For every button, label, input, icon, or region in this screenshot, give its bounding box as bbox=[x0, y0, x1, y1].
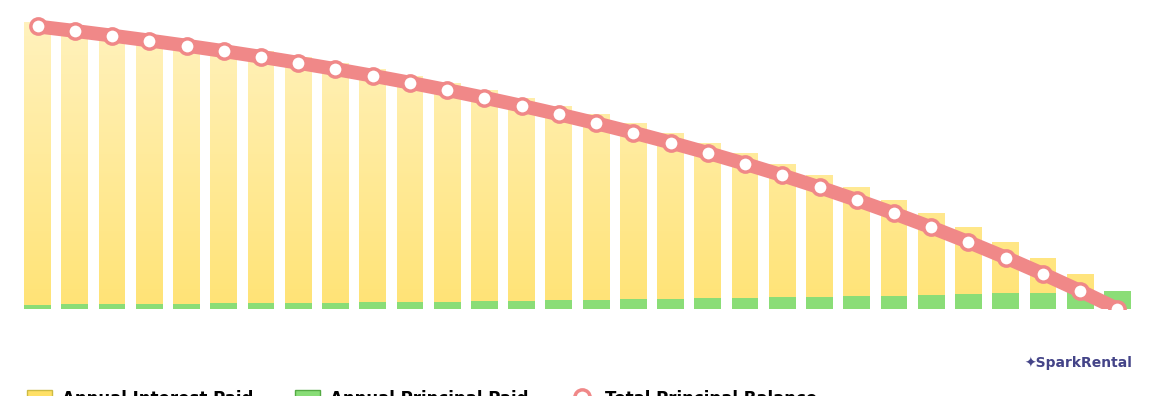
Bar bbox=[434, 83, 461, 309]
Bar bbox=[98, 31, 126, 309]
Bar bbox=[24, 22, 51, 309]
Bar bbox=[359, 69, 386, 309]
Bar bbox=[843, 296, 870, 309]
Legend: Annual Interest Paid, Annual Principal Paid, Total Principal Balance: Annual Interest Paid, Annual Principal P… bbox=[20, 383, 824, 396]
Bar bbox=[61, 27, 88, 309]
Bar bbox=[769, 164, 796, 309]
Bar bbox=[508, 98, 535, 309]
Bar bbox=[396, 302, 424, 309]
Bar bbox=[98, 304, 126, 309]
Bar bbox=[136, 304, 163, 309]
Bar bbox=[918, 295, 945, 309]
Bar bbox=[843, 296, 870, 309]
Bar bbox=[322, 303, 349, 309]
Bar bbox=[285, 303, 312, 309]
Bar bbox=[583, 300, 610, 309]
Bar bbox=[1104, 291, 1131, 309]
Bar bbox=[247, 303, 275, 309]
Bar bbox=[731, 298, 759, 309]
Bar bbox=[806, 297, 833, 309]
Bar bbox=[61, 305, 88, 309]
Bar bbox=[545, 301, 572, 309]
Bar bbox=[1067, 274, 1094, 309]
Bar bbox=[210, 303, 237, 309]
Bar bbox=[508, 301, 535, 309]
Bar bbox=[620, 299, 647, 309]
Bar bbox=[694, 299, 721, 309]
Bar bbox=[545, 301, 572, 309]
Bar bbox=[210, 46, 237, 309]
Bar bbox=[359, 302, 386, 309]
Bar bbox=[173, 304, 200, 309]
Bar bbox=[731, 153, 759, 309]
Bar bbox=[471, 301, 498, 309]
Bar bbox=[136, 304, 163, 309]
Bar bbox=[880, 295, 908, 309]
Bar bbox=[955, 294, 982, 309]
Bar bbox=[1104, 291, 1131, 309]
Bar bbox=[992, 293, 1019, 309]
Bar bbox=[508, 301, 535, 309]
Bar bbox=[1029, 257, 1057, 309]
Bar bbox=[98, 304, 126, 309]
Bar bbox=[955, 227, 982, 309]
Bar bbox=[285, 57, 312, 309]
Bar bbox=[285, 303, 312, 309]
Bar bbox=[1067, 292, 1094, 309]
Bar bbox=[918, 295, 945, 309]
Bar bbox=[694, 299, 721, 309]
Bar bbox=[620, 299, 647, 309]
Bar bbox=[471, 301, 498, 309]
Bar bbox=[769, 297, 796, 309]
Bar bbox=[247, 303, 275, 309]
Bar bbox=[1029, 293, 1057, 309]
Bar bbox=[24, 305, 51, 309]
Bar bbox=[247, 51, 275, 309]
Bar bbox=[210, 303, 237, 309]
Bar bbox=[806, 297, 833, 309]
Bar bbox=[24, 305, 51, 309]
Bar bbox=[396, 76, 424, 309]
Bar bbox=[173, 304, 200, 309]
Bar bbox=[918, 213, 945, 309]
Bar bbox=[583, 114, 610, 309]
Text: ✦SparkRental: ✦SparkRental bbox=[1024, 356, 1132, 370]
Bar bbox=[1104, 291, 1131, 309]
Bar bbox=[583, 300, 610, 309]
Bar bbox=[434, 302, 461, 309]
Bar bbox=[471, 90, 498, 309]
Bar bbox=[61, 305, 88, 309]
Bar bbox=[806, 175, 833, 309]
Bar bbox=[396, 302, 424, 309]
Bar bbox=[1067, 292, 1094, 309]
Bar bbox=[173, 40, 200, 309]
Bar bbox=[657, 299, 684, 309]
Bar bbox=[992, 293, 1019, 309]
Bar bbox=[322, 303, 349, 309]
Bar bbox=[880, 200, 908, 309]
Bar bbox=[955, 294, 982, 309]
Bar bbox=[657, 299, 684, 309]
Bar bbox=[769, 297, 796, 309]
Bar bbox=[359, 302, 386, 309]
Bar bbox=[136, 36, 163, 309]
Bar bbox=[434, 302, 461, 309]
Bar bbox=[657, 133, 684, 309]
Bar bbox=[1029, 293, 1057, 309]
Bar bbox=[694, 143, 721, 309]
Bar bbox=[620, 123, 647, 309]
Bar bbox=[880, 295, 908, 309]
Bar bbox=[545, 106, 572, 309]
Bar bbox=[992, 242, 1019, 309]
Bar bbox=[322, 63, 349, 309]
Bar bbox=[731, 298, 759, 309]
Bar bbox=[843, 187, 870, 309]
